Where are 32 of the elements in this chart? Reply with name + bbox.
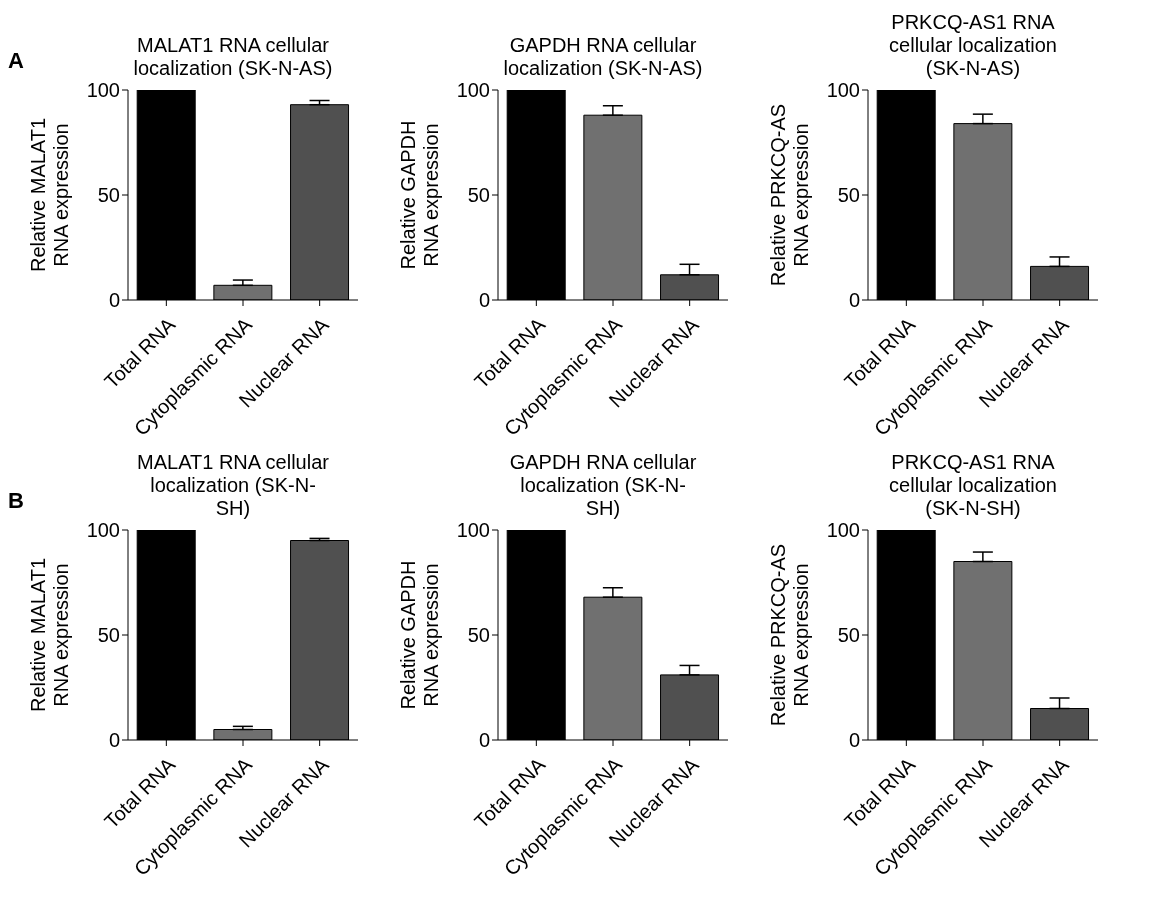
y-tick-label: 50 [467,624,490,647]
y-tick-label: 100 [86,79,120,102]
y-axis-title: Relative PRKCQ-AS RNA expression [767,543,812,727]
chart-title: PRKCQ-AS1 RNA cellular localization (SK-N-SH) [888,450,1058,520]
text: B [8,488,24,514]
y-tick-label: 50 [467,184,490,207]
y-tick-label: 0 [848,289,860,312]
y-tick-label: 50 [97,184,120,207]
y-tick-label: 50 [837,624,860,647]
y-axis-title: Relative MALAT1 RNA expression [27,557,72,713]
y-tick-label: 100 [86,519,120,542]
y-tick-label: 50 [97,624,120,647]
y-axis-title: Relative GAPDH RNA expression [397,120,442,270]
chart-title: PRKCQ-AS1 RNA cellular localization (SK-N-AS) [888,10,1058,80]
chart-title: MALAT1 RNA cellular localization (SK-N-AS) [133,33,333,80]
y-tick-label: 100 [456,519,490,542]
y-axis-title: Relative GAPDH RNA expression [397,560,442,710]
y-tick-label: 50 [837,184,860,207]
y-tick-label: 0 [848,729,860,752]
y-tick-label: 0 [478,289,490,312]
y-tick-label: 0 [478,729,490,752]
chart-title: MALAT1 RNA cellular localization (SK-N-SH) [136,450,330,520]
y-tick-label: 100 [826,79,860,102]
y-tick-label: 0 [108,289,120,312]
y-axis-title: Relative PRKCQ-AS RNA expression [767,103,812,287]
text: A [8,48,24,74]
y-axis-title: Relative MALAT1 RNA expression [27,117,72,273]
y-tick-label: 100 [456,79,490,102]
chart-title: GAPDH RNA cellular localization (SK-N-SH) [508,450,698,520]
chart-title: GAPDH RNA cellular localization (SK-N-AS) [503,33,703,80]
y-tick-label: 0 [108,729,120,752]
y-tick-label: 100 [826,519,860,542]
